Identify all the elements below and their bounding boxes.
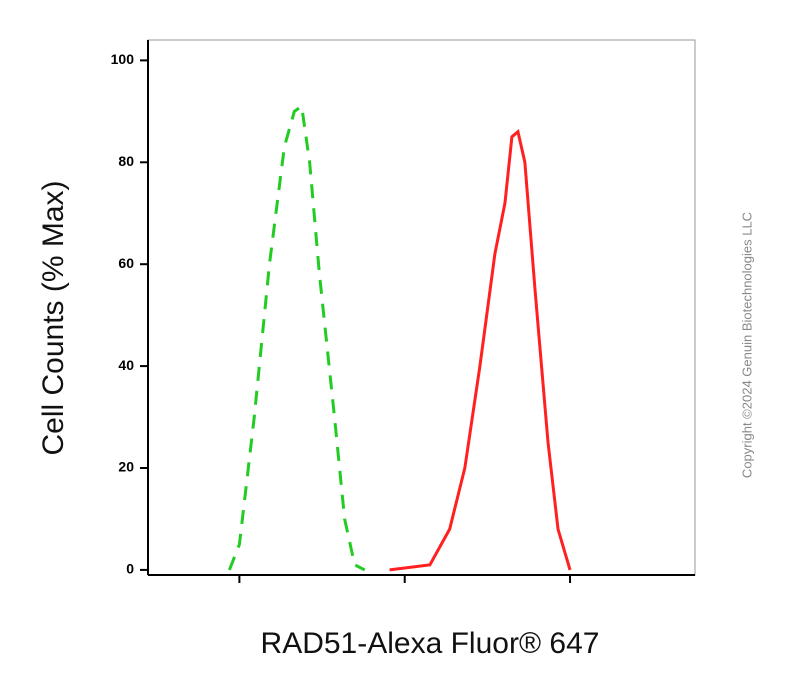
y-tick-label: 60 <box>118 255 134 271</box>
x-axis-label: RAD51-Alexa Fluor® 647 <box>261 627 600 660</box>
y-tick-label: 0 <box>126 561 134 577</box>
watermark: Copyright ©2024 Genuin Biotechnologies L… <box>739 212 754 478</box>
plot-frame <box>147 39 696 576</box>
y-tick-label: 40 <box>118 357 134 373</box>
y-tick-label: 20 <box>118 459 134 475</box>
y-tick-label: 80 <box>118 153 134 169</box>
line-series <box>228 103 366 572</box>
y-axis-label: Cell Counts (% Max) <box>37 180 70 455</box>
line-series <box>389 128 572 572</box>
y-tick-label: 100 <box>111 51 135 67</box>
